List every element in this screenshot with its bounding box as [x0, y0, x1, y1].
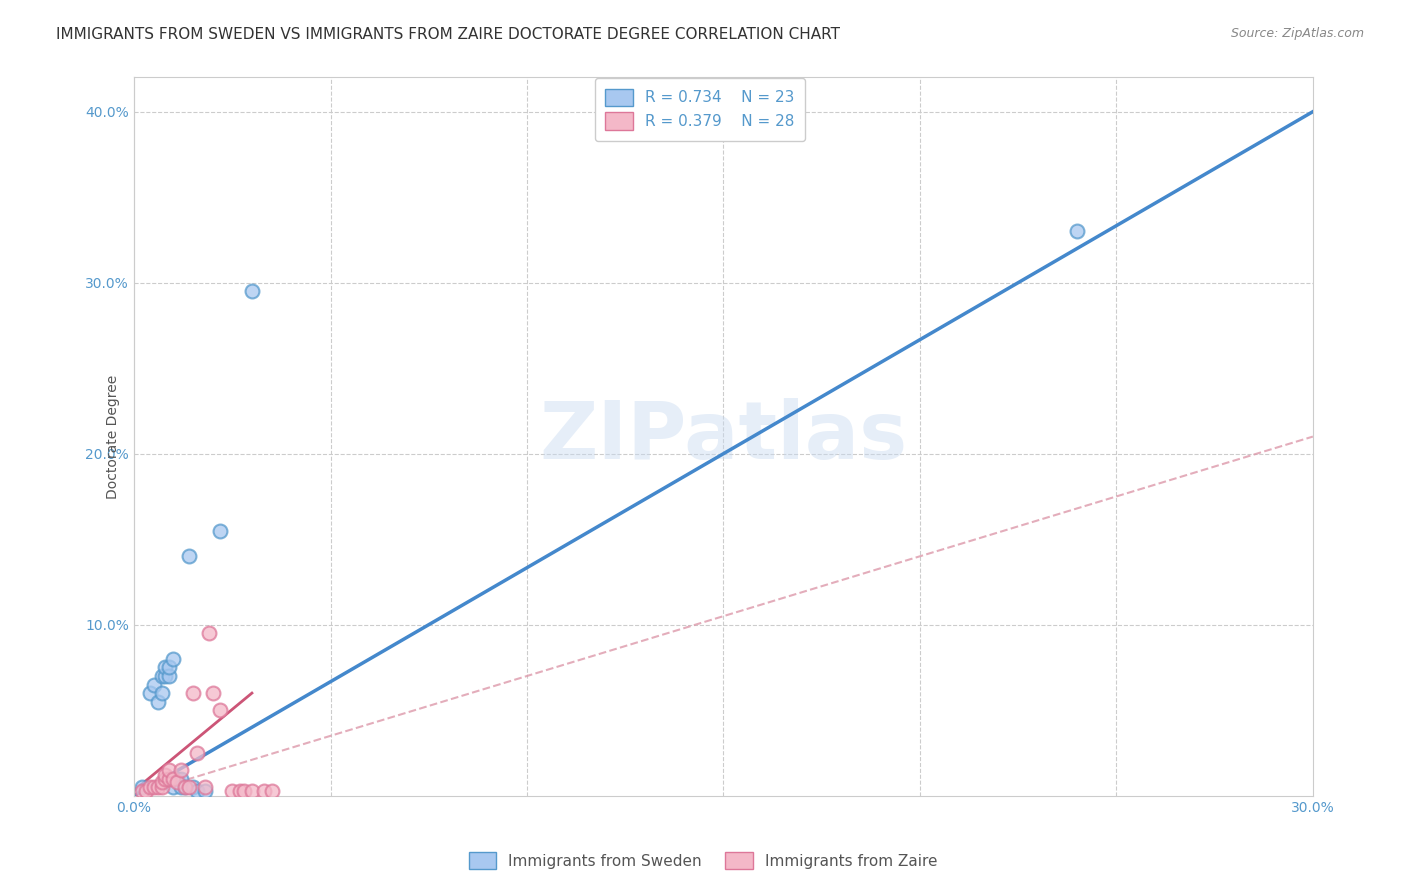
- Point: [253, 783, 276, 797]
- Point: [131, 780, 153, 794]
- Point: [155, 669, 177, 683]
- Point: [146, 695, 169, 709]
- Y-axis label: Doctorate Degree: Doctorate Degree: [105, 375, 120, 499]
- Point: [157, 660, 180, 674]
- Point: [166, 772, 188, 786]
- Point: [181, 780, 204, 794]
- Legend: R = 0.734    N = 23, R = 0.379    N = 28: R = 0.734 N = 23, R = 0.379 N = 28: [595, 78, 806, 141]
- Point: [209, 703, 232, 717]
- Point: [146, 780, 169, 794]
- Point: [240, 783, 263, 797]
- Point: [260, 783, 283, 797]
- Point: [142, 677, 165, 691]
- Point: [139, 780, 162, 794]
- Point: [131, 783, 153, 797]
- Point: [170, 772, 193, 786]
- Point: [201, 686, 224, 700]
- Legend: Immigrants from Sweden, Immigrants from Zaire: Immigrants from Sweden, Immigrants from …: [463, 846, 943, 875]
- Point: [162, 772, 184, 786]
- Point: [162, 652, 184, 666]
- Point: [181, 686, 204, 700]
- Point: [142, 780, 165, 794]
- Point: [155, 772, 177, 786]
- Point: [157, 763, 180, 777]
- Point: [155, 660, 177, 674]
- Point: [229, 783, 252, 797]
- Text: ZIPatlas: ZIPatlas: [540, 398, 908, 475]
- Point: [194, 780, 217, 794]
- Point: [240, 284, 263, 298]
- Point: [157, 772, 180, 786]
- Text: Source: ZipAtlas.com: Source: ZipAtlas.com: [1230, 27, 1364, 40]
- Point: [197, 626, 219, 640]
- Point: [177, 780, 200, 794]
- Point: [135, 783, 157, 797]
- Point: [194, 783, 217, 797]
- Point: [186, 746, 208, 760]
- Point: [139, 686, 162, 700]
- Point: [221, 783, 243, 797]
- Point: [233, 783, 256, 797]
- Point: [177, 549, 200, 564]
- Point: [209, 524, 232, 538]
- Point: [174, 780, 197, 794]
- Point: [1066, 224, 1088, 238]
- Point: [150, 775, 173, 789]
- Text: IMMIGRANTS FROM SWEDEN VS IMMIGRANTS FROM ZAIRE DOCTORATE DEGREE CORRELATION CHA: IMMIGRANTS FROM SWEDEN VS IMMIGRANTS FRO…: [56, 27, 841, 42]
- Point: [170, 780, 193, 794]
- Point: [166, 775, 188, 789]
- Point: [150, 780, 173, 794]
- Point: [186, 783, 208, 797]
- Point: [155, 768, 177, 782]
- Point: [150, 686, 173, 700]
- Point: [162, 780, 184, 794]
- Point: [157, 669, 180, 683]
- Point: [174, 780, 197, 794]
- Point: [150, 669, 173, 683]
- Point: [170, 763, 193, 777]
